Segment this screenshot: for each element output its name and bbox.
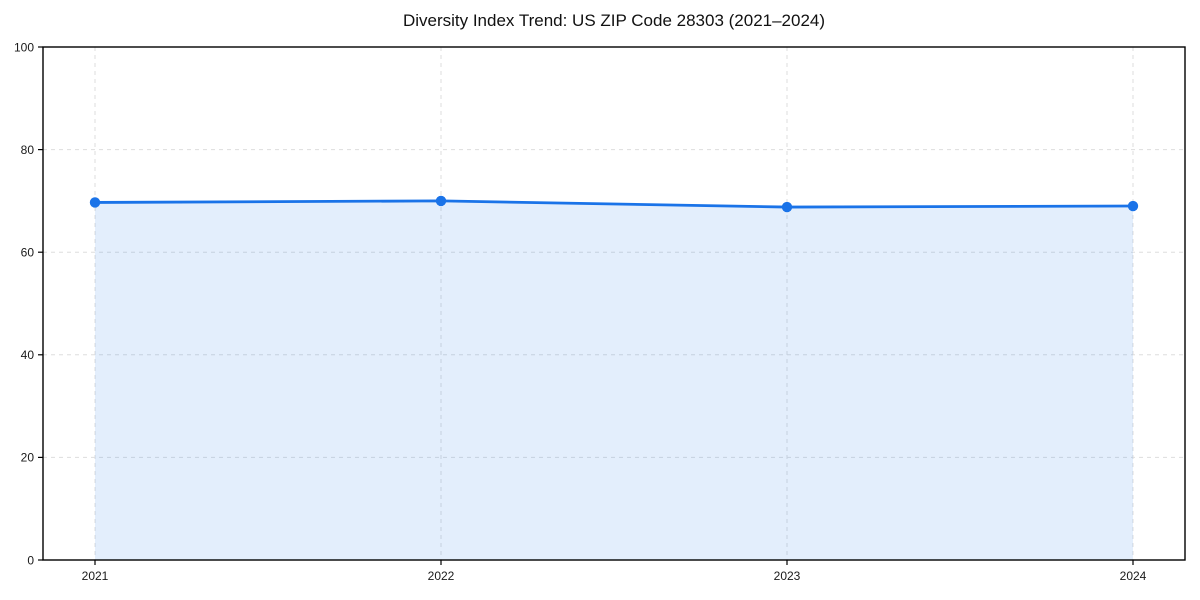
data-point-2023 xyxy=(781,201,793,213)
x-tick-label: 2023 xyxy=(774,569,801,583)
x-tick-label: 2024 xyxy=(1120,569,1147,583)
data-point-2024 xyxy=(1127,200,1139,212)
y-tick-label: 80 xyxy=(21,143,35,157)
area-fill xyxy=(95,200,1133,560)
x-tick-label: 2021 xyxy=(82,569,109,583)
trend-line xyxy=(93,199,1135,209)
data-point-2022 xyxy=(435,195,447,207)
y-tick-label: 0 xyxy=(27,553,34,567)
data-point-2021 xyxy=(89,197,101,208)
y-tick-label: 60 xyxy=(21,246,35,260)
y-tick-label: 20 xyxy=(21,451,35,465)
axes-frame xyxy=(42,46,1186,561)
x-tick-label: 2022 xyxy=(428,569,455,583)
y-tick-label: 100 xyxy=(14,40,34,54)
y-tick-label: 40 xyxy=(21,348,35,362)
chart-title: Diversity Index Trend: US ZIP Code 28303… xyxy=(402,11,826,30)
